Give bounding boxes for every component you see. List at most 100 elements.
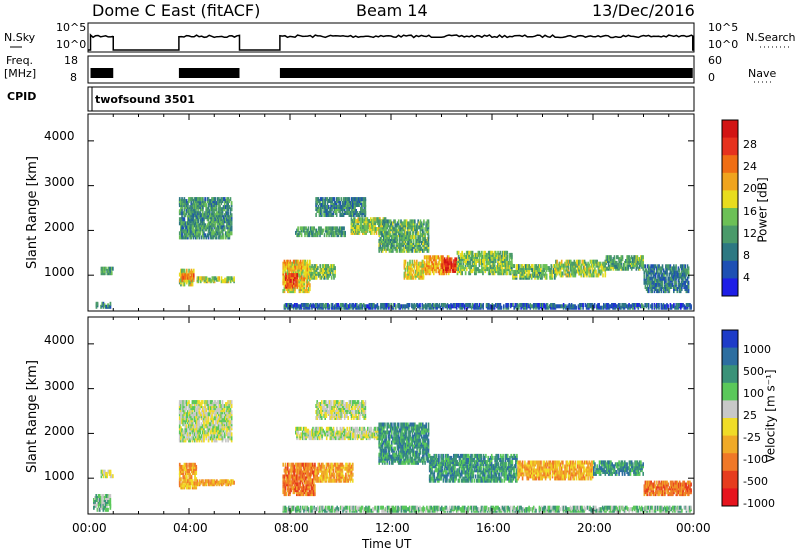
heat-cell: [185, 400, 188, 405]
heat-cell: [490, 259, 492, 263]
heat-cell: [296, 280, 298, 285]
heat-cell: [393, 239, 395, 243]
heat-cell: [651, 276, 654, 281]
heat-cell: [324, 264, 326, 269]
heat-cell: [658, 264, 660, 269]
heat-cell: [446, 303, 449, 307]
heat-cell: [290, 282, 293, 287]
heat-cell: [226, 207, 228, 212]
heat-cell: [329, 207, 331, 211]
heat-cell: [393, 303, 396, 307]
heat-cell: [202, 233, 204, 238]
heat-cell: [222, 215, 225, 220]
heat-cell: [181, 211, 183, 216]
heat-cell: [330, 197, 332, 202]
heat-cell: [94, 496, 96, 500]
heat-cell: [498, 305, 500, 310]
heat-cell: [340, 205, 343, 209]
heat-cell: [544, 304, 546, 309]
heat-cell: [685, 289, 688, 294]
heat-cell: [410, 219, 413, 224]
heat-cell: [504, 269, 506, 274]
heat-cell: [323, 233, 326, 238]
heat-cell: [664, 289, 666, 294]
heat-cell: [427, 267, 429, 272]
heat-cell: [655, 303, 658, 307]
heat-cell: [393, 227, 395, 232]
heat-cell: [225, 482, 227, 487]
heat-cell: [202, 424, 204, 429]
heat-cell: [638, 257, 641, 262]
heat-cell: [634, 259, 636, 263]
heat-cell: [190, 207, 193, 212]
heat-cell: [591, 263, 594, 268]
heat-cell: [221, 207, 224, 212]
heat-cell: [394, 219, 396, 224]
heat-cell: [686, 285, 689, 289]
heat-cell: [101, 501, 103, 506]
heat-cell: [559, 265, 562, 270]
heat-cell: [643, 276, 646, 281]
heat-cell: [454, 303, 457, 307]
heat-cell: [180, 225, 182, 230]
heat-cell: [447, 261, 449, 266]
heat-cell: [396, 235, 399, 240]
heat-cell: [543, 303, 545, 307]
heat-cell: [575, 269, 578, 274]
heat-cell: [391, 221, 393, 226]
heat-cell: [509, 303, 512, 307]
heat-cell: [459, 305, 461, 310]
heat-cell: [188, 197, 190, 202]
heat-cell: [190, 282, 193, 287]
heat-cell: [512, 303, 514, 307]
heat-cell: [338, 228, 341, 233]
heat-cell: [420, 246, 423, 251]
heat-cell: [322, 264, 325, 269]
heat-cell: [375, 217, 378, 222]
heat-cell: [210, 207, 212, 212]
heat-cell: [283, 287, 286, 292]
heat-cell: [178, 471, 181, 475]
heat-cell: [635, 255, 638, 260]
heat-cell: [203, 276, 206, 281]
heat-cell: [508, 271, 511, 276]
heat-cell: [352, 209, 354, 213]
heat-cell: [649, 276, 651, 281]
heat-cell: [378, 217, 380, 222]
heat-cell: [298, 265, 301, 270]
heat-cell: [215, 233, 218, 238]
heat-cell: [195, 481, 198, 486]
heat-cell: [108, 494, 111, 498]
heat-cell: [464, 261, 467, 265]
heat-cell: [207, 233, 210, 238]
heat-cell: [582, 265, 585, 270]
heat-cell: [199, 207, 202, 212]
heat-cell: [183, 235, 186, 240]
heat-cell: [452, 263, 454, 268]
heat-cell: [192, 268, 195, 273]
heat-cell: [192, 428, 195, 433]
heat-cell: [112, 474, 114, 479]
heat-cell: [299, 283, 302, 288]
heat-cell: [676, 270, 679, 275]
heat-cell: [403, 259, 406, 264]
heat-cell: [417, 231, 419, 236]
heat-cell: [492, 252, 495, 257]
heat-cell: [362, 201, 364, 205]
heat-cell: [295, 282, 297, 287]
heat-cell: [330, 303, 333, 307]
heat-cell: [305, 261, 308, 266]
heat-cell: [189, 464, 192, 469]
heat-cell: [575, 259, 578, 264]
heat-cell: [187, 215, 189, 220]
heat-cell: [196, 211, 198, 216]
heat-cell: [418, 271, 420, 276]
heat-cell: [423, 255, 426, 260]
heat-cell: [327, 205, 330, 209]
heat-cell: [414, 248, 416, 253]
heat-cell: [397, 303, 399, 307]
heat-cell: [180, 477, 182, 482]
heat-cell: [223, 197, 226, 202]
heat-cell: [223, 207, 226, 212]
heat-cell: [371, 219, 373, 224]
